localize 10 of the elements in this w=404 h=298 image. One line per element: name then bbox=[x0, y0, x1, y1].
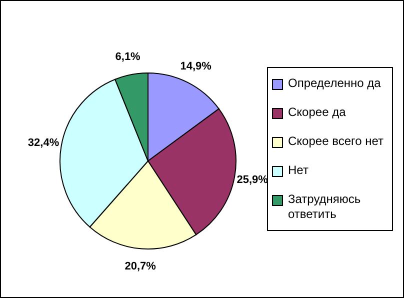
legend-label: Скорее всего нет bbox=[288, 134, 384, 149]
data-label: 25,9% bbox=[236, 174, 268, 186]
legend-label: Определенно да bbox=[288, 76, 381, 91]
data-label: 32,4% bbox=[28, 137, 60, 150]
data-label: 6,1% bbox=[115, 50, 141, 63]
data-label: 20,7% bbox=[124, 260, 156, 273]
legend-label: Скорее да bbox=[288, 105, 346, 120]
data-label: 14,9% bbox=[180, 60, 212, 72]
legend-label: Нет bbox=[288, 163, 308, 178]
legend-label: Затрудняюсь ответить bbox=[288, 192, 362, 222]
